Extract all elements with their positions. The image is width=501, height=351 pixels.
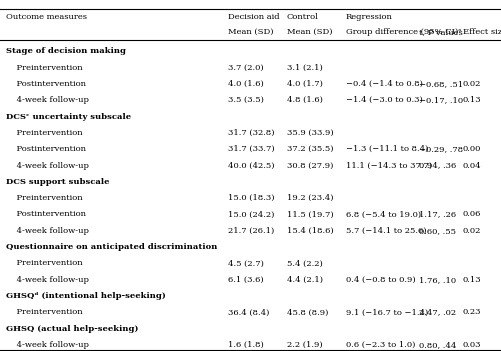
Text: 1.17, .26: 1.17, .26 [419, 211, 456, 218]
Text: 0.13: 0.13 [463, 276, 481, 284]
Text: Postintervention: Postintervention [6, 211, 86, 218]
Text: 15.4 (18.6): 15.4 (18.6) [287, 227, 333, 235]
Text: 15.0 (18.3): 15.0 (18.3) [228, 194, 275, 202]
Text: 0.03: 0.03 [463, 341, 481, 349]
Text: DCS support subscale: DCS support subscale [6, 178, 110, 186]
Text: Questionnaire on anticipated discrimination: Questionnaire on anticipated discriminat… [6, 243, 217, 251]
Text: 0.60, .55: 0.60, .55 [419, 227, 456, 235]
Text: 3.1 (2.1): 3.1 (2.1) [287, 64, 322, 72]
Text: 36.4 (8.4): 36.4 (8.4) [228, 309, 270, 316]
Text: 0.13: 0.13 [463, 96, 481, 104]
Text: −1.4 (−3.0 to 0.3): −1.4 (−3.0 to 0.3) [346, 96, 422, 104]
Text: Postintervention: Postintervention [6, 145, 86, 153]
Text: −0.4 (−1.4 to 0.8): −0.4 (−1.4 to 0.8) [346, 80, 422, 88]
Text: DCSᶜ uncertainty subscale: DCSᶜ uncertainty subscale [6, 113, 131, 120]
Text: Mean (SD): Mean (SD) [287, 28, 332, 36]
Text: Preintervention: Preintervention [6, 129, 83, 137]
Text: Control: Control [287, 13, 319, 21]
Text: Preintervention: Preintervention [6, 309, 83, 316]
Text: Decision aid: Decision aid [228, 13, 280, 21]
Text: 19.2 (23.4): 19.2 (23.4) [287, 194, 333, 202]
Text: Preintervention: Preintervention [6, 259, 83, 267]
Text: 5.4 (2.2): 5.4 (2.2) [287, 259, 322, 267]
Text: 35.9 (33.9): 35.9 (33.9) [287, 129, 333, 137]
Text: −0.29, .78: −0.29, .78 [419, 145, 463, 153]
Text: 0.23: 0.23 [463, 309, 481, 316]
Text: 0.06: 0.06 [463, 211, 481, 218]
Text: 4.0 (1.7): 4.0 (1.7) [287, 80, 323, 88]
Text: t, P values: t, P values [419, 28, 462, 36]
Text: 0.02: 0.02 [463, 227, 481, 235]
Text: 2.47, .02: 2.47, .02 [419, 309, 456, 316]
Text: 11.1 (−14.3 to 37.7): 11.1 (−14.3 to 37.7) [346, 161, 432, 170]
Text: 4.4 (2.1): 4.4 (2.1) [287, 276, 323, 284]
Text: Regression: Regression [346, 13, 393, 21]
Text: 4-week follow-up: 4-week follow-up [6, 227, 89, 235]
Text: 1.6 (1.8): 1.6 (1.8) [228, 341, 264, 349]
Text: 4.0 (1.6): 4.0 (1.6) [228, 80, 264, 88]
Text: 4-week follow-up: 4-week follow-up [6, 341, 89, 349]
Text: Postintervention: Postintervention [6, 80, 86, 88]
Text: 6.8 (−5.4 to 19.0): 6.8 (−5.4 to 19.0) [346, 211, 421, 218]
Text: 0.00: 0.00 [463, 145, 481, 153]
Text: 4-week follow-up: 4-week follow-up [6, 161, 89, 170]
Text: 5.7 (−14.1 to 25.6): 5.7 (−14.1 to 25.6) [346, 227, 426, 235]
Text: 6.1 (3.6): 6.1 (3.6) [228, 276, 264, 284]
Text: 0.6 (−2.3 to 1.0): 0.6 (−2.3 to 1.0) [346, 341, 415, 349]
Text: 0.80, .44: 0.80, .44 [419, 341, 456, 349]
Text: 9.1 (−16.7 to −1.4): 9.1 (−16.7 to −1.4) [346, 309, 428, 316]
Text: 3.5 (3.5): 3.5 (3.5) [228, 96, 264, 104]
Text: GHSQᵈ (intentional help-seeking): GHSQᵈ (intentional help-seeking) [6, 292, 166, 300]
Text: 37.2 (35.5): 37.2 (35.5) [287, 145, 333, 153]
Text: −1.3 (−11.1 to 8.4): −1.3 (−11.1 to 8.4) [346, 145, 428, 153]
Text: 31.7 (32.8): 31.7 (32.8) [228, 129, 275, 137]
Text: 4.5 (2.7): 4.5 (2.7) [228, 259, 264, 267]
Text: Group difference (95% CI)ᵃ: Group difference (95% CI)ᵃ [346, 28, 461, 36]
Text: Preintervention: Preintervention [6, 64, 83, 72]
Text: Outcome measures: Outcome measures [6, 13, 87, 21]
Text: 0.02: 0.02 [463, 80, 481, 88]
Text: Mean (SD): Mean (SD) [228, 28, 274, 36]
Text: −0.17, .10: −0.17, .10 [419, 96, 463, 104]
Text: GHSQ (actual help-seeking): GHSQ (actual help-seeking) [6, 325, 138, 333]
Text: 11.5 (19.7): 11.5 (19.7) [287, 211, 333, 218]
Text: Stage of decision making: Stage of decision making [6, 47, 126, 55]
Text: 45.8 (8.9): 45.8 (8.9) [287, 309, 328, 316]
Text: 0.4 (−0.8 to 0.9): 0.4 (−0.8 to 0.9) [346, 276, 415, 284]
Text: −0.68, .51: −0.68, .51 [419, 80, 463, 88]
Text: 0.04: 0.04 [463, 161, 481, 170]
Text: 21.7 (26.1): 21.7 (26.1) [228, 227, 274, 235]
Text: 4-week follow-up: 4-week follow-up [6, 276, 89, 284]
Text: 4-week follow-up: 4-week follow-up [6, 96, 89, 104]
Text: 30.8 (27.9): 30.8 (27.9) [287, 161, 333, 170]
Text: 40.0 (42.5): 40.0 (42.5) [228, 161, 275, 170]
Text: 15.0 (24.2): 15.0 (24.2) [228, 211, 275, 218]
Text: 3.7 (2.0): 3.7 (2.0) [228, 64, 264, 72]
Text: Effect size (η²)ᵇ: Effect size (η²)ᵇ [463, 28, 501, 36]
Text: 1.76, .10: 1.76, .10 [419, 276, 456, 284]
Text: 4.8 (1.6): 4.8 (1.6) [287, 96, 323, 104]
Text: 31.7 (33.7): 31.7 (33.7) [228, 145, 275, 153]
Text: 0.94, .36: 0.94, .36 [419, 161, 456, 170]
Text: Preintervention: Preintervention [6, 194, 83, 202]
Text: 2.2 (1.9): 2.2 (1.9) [287, 341, 322, 349]
